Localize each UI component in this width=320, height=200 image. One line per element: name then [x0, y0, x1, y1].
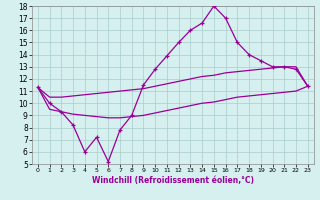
X-axis label: Windchill (Refroidissement éolien,°C): Windchill (Refroidissement éolien,°C): [92, 176, 254, 185]
